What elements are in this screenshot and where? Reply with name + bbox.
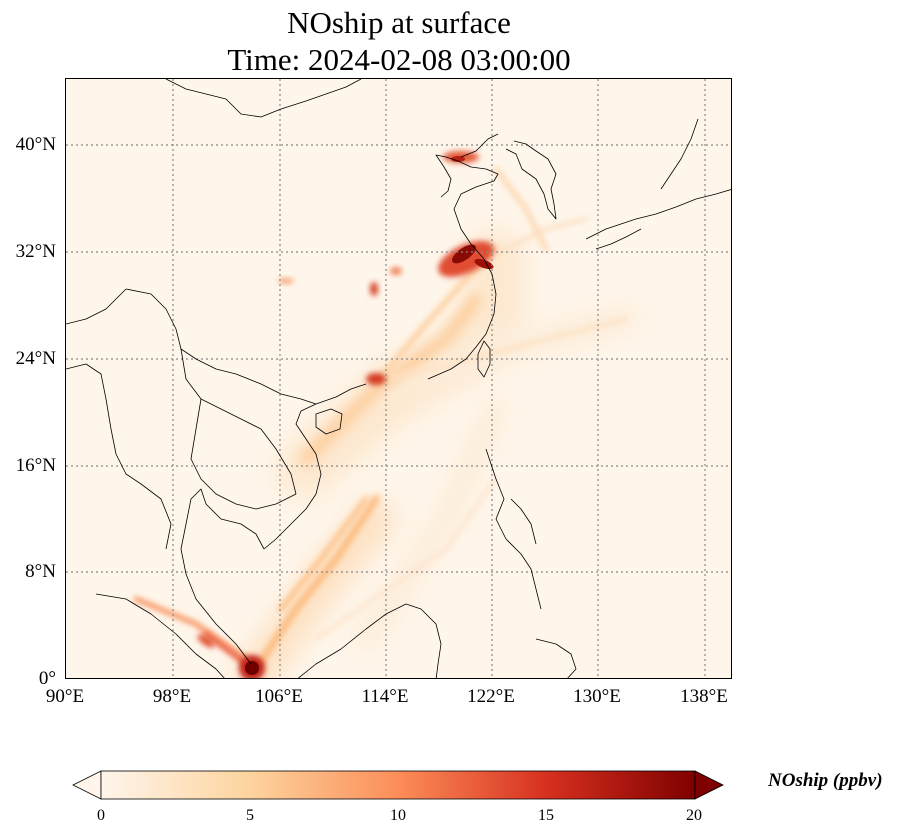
emission-hotspots xyxy=(197,151,494,678)
colorbar-gradient xyxy=(100,770,696,800)
x-tick-label: 114°E xyxy=(361,686,409,707)
x-tick-label: 138°E xyxy=(680,686,728,707)
gridlines xyxy=(66,79,731,678)
plot-time: Time: 2024-02-08 03:00:00 xyxy=(227,42,571,77)
y-tick-label: 8°N xyxy=(25,561,56,582)
colorbar-tick: 5 xyxy=(246,807,254,824)
colorbar-extend-min xyxy=(72,770,102,800)
map-canvas xyxy=(66,79,731,678)
colorbar-tick: 0 xyxy=(97,807,105,824)
colorbar-extend-max xyxy=(694,770,724,800)
y-tick-label: 40°N xyxy=(15,134,56,155)
map-plot-area xyxy=(65,78,732,679)
x-tick-label: 122°E xyxy=(467,686,515,707)
colorbar xyxy=(72,770,724,800)
y-tick-label: 16°N xyxy=(15,455,56,476)
x-tick-label: 130°E xyxy=(573,686,621,707)
y-tick-label: 32°N xyxy=(15,241,56,262)
colorbar-tick: 10 xyxy=(390,807,406,824)
colorbar-label: NOship (ppbv) xyxy=(768,770,883,791)
plot-title: NOship at surface xyxy=(287,5,511,40)
y-tick-label: 24°N xyxy=(15,348,56,369)
colorbar-tick: 15 xyxy=(538,807,554,824)
colorbar-tick: 20 xyxy=(686,807,702,824)
y-tick-label: 0° xyxy=(38,668,56,689)
coastlines xyxy=(66,79,731,678)
x-tick-label: 98°E xyxy=(152,686,192,707)
x-tick-label: 90°E xyxy=(45,686,85,707)
x-tick-label: 106°E xyxy=(255,686,303,707)
